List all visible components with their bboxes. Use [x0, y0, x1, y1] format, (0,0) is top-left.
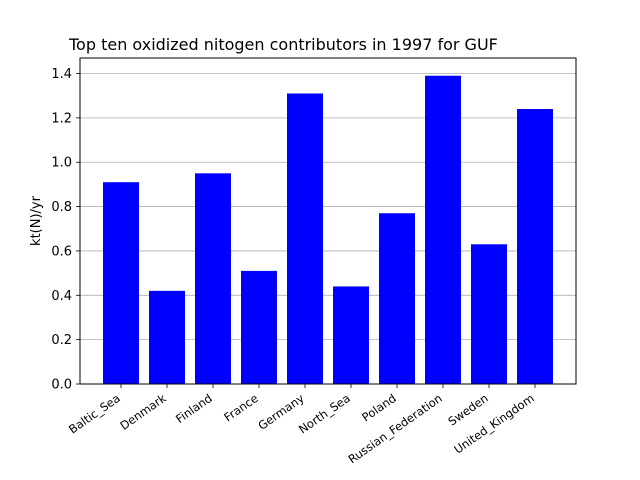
bar	[149, 290, 185, 384]
bar	[517, 109, 553, 384]
bar	[471, 244, 507, 384]
y-axis-label: kt(N)/yr	[29, 195, 44, 246]
x-tick-label: Denmark	[117, 391, 169, 433]
x-tick-label: Poland	[359, 391, 398, 424]
bar	[195, 173, 231, 384]
x-tick-label: Baltic_Sea	[66, 391, 123, 437]
bar	[333, 286, 369, 384]
x-tick-label: North_Sea	[296, 391, 353, 437]
bar	[379, 213, 415, 384]
y-tick-label: 0.8	[51, 200, 72, 215]
chart-title: Top ten oxidized nitogen contributors in…	[68, 35, 498, 54]
bar	[241, 270, 277, 384]
x-tick-label: Finland	[173, 391, 215, 426]
bar	[425, 75, 461, 385]
x-tick-label: United_Kingdom	[451, 391, 536, 457]
y-axis: 0.0 0.2 0.4 0.6 0.8 1.0 1.2 1.4	[51, 67, 80, 393]
bar	[287, 93, 323, 384]
y-tick-label: 0.6	[51, 244, 72, 259]
axes-frame	[79, 57, 577, 385]
y-tick-label: 1.2	[51, 111, 72, 126]
y-tick-label: 1.0	[51, 156, 72, 171]
y-tick-label: 0.2	[51, 333, 72, 348]
bars-layer	[103, 75, 553, 385]
y-tick-label: 0.0	[51, 378, 72, 393]
bar	[103, 182, 139, 384]
y-tick-label: 0.4	[51, 289, 72, 304]
y-tick-label: 1.4	[51, 67, 72, 82]
x-tick-label: France	[221, 391, 260, 424]
